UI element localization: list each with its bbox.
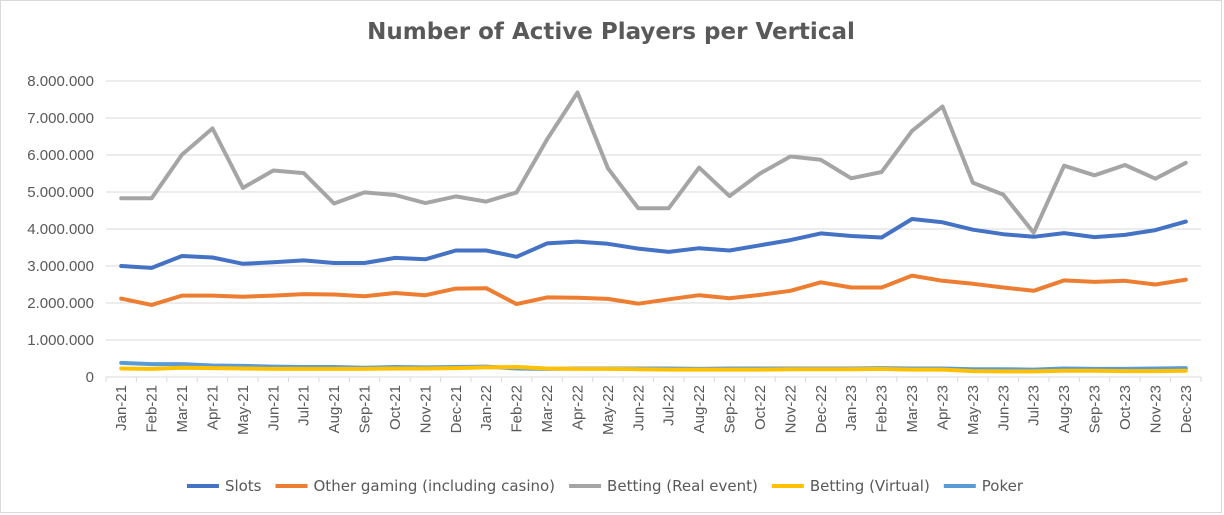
y-axis: 0 1.000.000 2.000.000 3.000.000 4.000.000 5.0… [27,73,94,386]
series-line-betting-virtual [119,365,1188,374]
legend-label: Slots [225,477,262,495]
x-tick-label: Sep-21 [357,385,374,433]
y-tick-label: 7.000.000 [27,110,94,127]
series-line-betting-real-event [119,90,1188,235]
x-tick-label: Jan-23 [843,385,860,431]
legend-label: Poker [982,477,1024,495]
x-tick-label: Jun-23 [995,385,1012,431]
x-tick-label: Mar-23 [904,385,921,433]
x-tick-label: Sep-23 [1087,385,1104,433]
x-tick-label: May-23 [965,385,982,435]
x-tick-label: Mar-21 [174,385,191,433]
y-tick-label: 8.000.000 [27,73,94,90]
y-tick-label: 6.000.000 [27,147,94,164]
x-tick-label: Nov-22 [782,385,799,433]
x-tick-label: Sep-22 [722,385,739,433]
chart-title: Number of Active Players per Vertical [367,19,855,45]
x-tick-label: Aug-23 [1056,385,1073,433]
legend-label: Betting (Virtual) [810,477,930,495]
x-tick-label: Apr-23 [934,385,951,430]
x-tick-label: Jul-21 [296,385,313,426]
legend-item-slots: Slots [186,477,262,495]
legend-item-betting-real-event: Betting (Real event) [569,477,758,495]
x-tick-label: Feb-22 [509,385,526,433]
x-tick-label: Dec-23 [1178,385,1195,433]
x-axis: Jan-21 Feb-21 Mar-21 Apr-21 May-21 Jun-21 Jul-… [105,376,1202,435]
x-tick-label: Dec-21 [448,385,465,433]
y-tick-label: 3.000.000 [27,258,94,275]
series-lines [119,90,1188,374]
y-tick-label: 0 [86,369,94,386]
legend-item-other-gaming-including-casino: Other gaming (including casino) [275,477,556,495]
x-tick-label: Apr-22 [569,385,586,430]
x-tick-label: Feb-21 [144,385,161,433]
y-tick-label: 2.000.000 [27,295,94,312]
x-tick-label: Jan-22 [478,385,495,431]
x-tick-label: Feb-23 [874,385,891,433]
legend-label: Betting (Real event) [607,477,758,495]
x-tick-label: Jun-22 [630,385,647,431]
x-tick-label: Apr-21 [204,385,221,430]
legend: Slots Other gaming (including casino) Bett… [186,477,1024,495]
legend-label: Other gaming (including casino) [314,477,556,495]
x-tick-label: Nov-21 [417,385,434,433]
x-tick-label: Jul-22 [661,385,678,426]
x-tick-label: Jan-21 [113,385,130,431]
x-tick-label: Aug-22 [691,385,708,433]
x-tick-label: Oct-23 [1117,385,1134,430]
x-tick-label: Aug-21 [326,385,343,433]
x-tick-label: May-22 [600,385,617,435]
legend-item-poker: Poker [943,477,1024,495]
x-tick-label: May-21 [235,385,252,435]
x-tick-label: Jul-23 [1026,385,1043,426]
y-tick-label: 5.000.000 [27,184,94,201]
series-line-other-gaming-including-casino [119,273,1188,307]
x-tick-label: Jun-21 [265,385,282,431]
x-tick-label: Oct-21 [387,385,404,430]
y-tick-label: 1.000.000 [27,332,94,349]
x-tick-label: Nov-23 [1147,385,1164,433]
x-tick-label: Mar-22 [539,385,556,433]
x-tick-label: Oct-22 [752,385,769,430]
x-tick-label: Dec-22 [813,385,830,433]
series-line-slots [119,217,1188,270]
y-tick-label: 4.000.000 [27,221,94,238]
legend-item-betting-virtual: Betting (Virtual) [771,477,930,495]
